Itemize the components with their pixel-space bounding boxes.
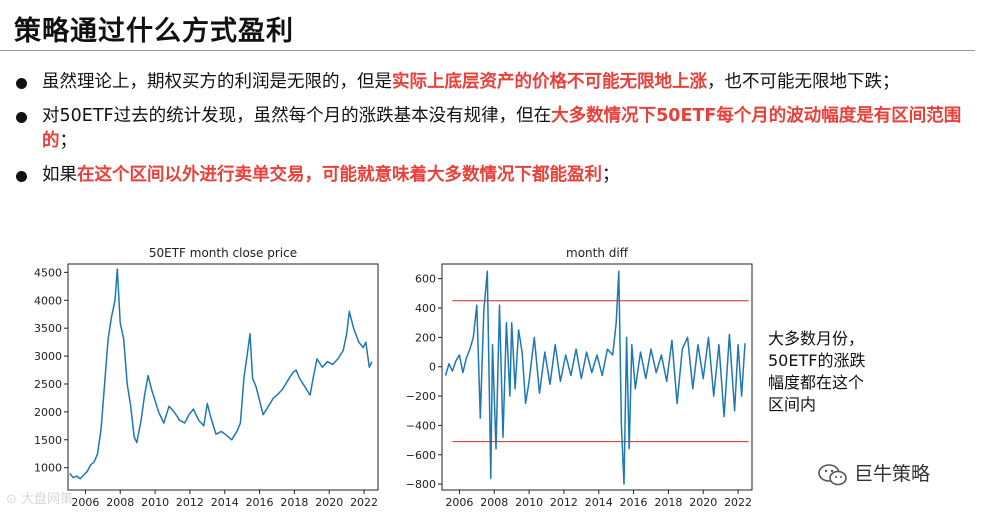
annotation-line: 大多数月份， — [768, 329, 865, 348]
bullet-item-1: 虽然理论上，期权买方的利润是无限的，但是实际上底层资产的价格不可能无限地上涨，也… — [16, 70, 966, 95]
watermark-text: 大盘网策 — [21, 492, 74, 507]
bullet-text: ，也不可能无限地下跌； — [707, 72, 900, 92]
annotation-line: 50ETF的涨跌 — [768, 351, 866, 370]
bullet-highlight: 实际上底层资产的价格不可能无限地上涨 — [392, 72, 707, 92]
x-tick-label: 2018 — [280, 496, 308, 509]
bullet-item-3: 如果在这个区间以外进行卖单交易，可能就意味着大多数情况下都能盈利； — [16, 163, 966, 188]
y-tick-label: 4000 — [34, 294, 62, 307]
y-tick-label: −600 — [406, 449, 436, 462]
plot-frame — [441, 263, 753, 491]
page-title: 策略通过什么方式盈利 — [14, 16, 294, 47]
wechat-icon — [818, 463, 847, 485]
chart-title: month diff — [566, 246, 629, 260]
bullet-dot-icon — [16, 171, 27, 182]
y-tick-label: 1500 — [34, 434, 62, 447]
bullet-highlight: 在这个区间以外进行卖单交易，可能就意味着大多数情况下都能盈利 — [77, 165, 602, 185]
y-tick-label: 400 — [415, 302, 436, 315]
y-tick-label: 3500 — [34, 322, 62, 335]
annotation-line: 幅度都在这个 — [768, 373, 865, 392]
y-tick-label: 1000 — [34, 462, 62, 475]
x-tick-label: 2012 — [550, 496, 578, 509]
chart-annotation: 大多数月份， 50ETF的涨跌 幅度都在这个 区间内 — [768, 328, 865, 416]
diff-chart: month diff 2006 2008 2010 2012 2014 2016 2018 20… — [406, 246, 753, 509]
y-tick-label: 0 — [429, 361, 436, 374]
brand-logo: 巨牛策略 — [818, 459, 930, 487]
y-tick-label: −800 — [406, 478, 436, 491]
y-tick-label: 2000 — [34, 406, 62, 419]
x-tick-label: 2010 — [515, 496, 543, 509]
bullet-dot-icon — [16, 112, 27, 123]
y-tick-label: 600 — [415, 273, 436, 286]
bullet-dot-icon — [16, 78, 27, 89]
title-divider — [0, 50, 975, 51]
bullet-highlight: 大多数情况下50ETF每个月的波动幅度是有区间范围的 — [42, 106, 962, 151]
bullet-text: 虽然理论上，期权买方的利润是无限的，但是 — [42, 72, 392, 92]
bullet-text: 对50ETF过去的统计发现，虽然每个月的涨跌基本没有规律，但在 — [42, 106, 552, 126]
x-tick-label: 2006 — [445, 496, 473, 509]
x-tick-label: 2006 — [71, 496, 99, 509]
bullet-text: 如果 — [42, 165, 77, 185]
x-tick-label: 2012 — [176, 496, 204, 509]
price-chart: 50ETF month close price 2006 2008 2010 2012 2… — [34, 246, 379, 509]
series-line — [444, 270, 746, 485]
x-tick-label: 2020 — [315, 496, 343, 509]
x-tick-label: 2016 — [620, 496, 648, 509]
x-tick-label: 2014 — [211, 496, 239, 509]
bullet-text: ； — [602, 165, 620, 185]
brand-name: 巨牛策略 — [854, 463, 931, 485]
x-tick-label: 2022 — [350, 496, 378, 509]
y-tick-label: 2500 — [34, 378, 62, 391]
x-tick-label: 2010 — [141, 496, 169, 509]
x-tick-label: 2022 — [724, 496, 752, 509]
annotation-line: 区间内 — [768, 395, 817, 414]
y-tick-label: 3000 — [34, 350, 62, 363]
bullet-text: ； — [59, 131, 78, 151]
y-tick-label: −400 — [406, 419, 436, 432]
x-tick-label: 2016 — [246, 496, 274, 509]
bullet-item-2: 对50ETF过去的统计发现，虽然每个月的涨跌基本没有规律，但在大多数情况下50E… — [16, 104, 966, 154]
x-tick-label: 2020 — [689, 496, 717, 509]
x-tick-label: 2018 — [654, 496, 682, 509]
x-tick-label: 2014 — [585, 496, 613, 509]
watermark: ⊙ 大盘网策 — [6, 492, 74, 507]
y-tick-label: 200 — [415, 331, 436, 344]
plot-frame — [67, 263, 379, 491]
y-tick-label: 4500 — [34, 266, 62, 279]
series-line — [69, 268, 373, 480]
chart-title: 50ETF month close price — [149, 246, 297, 260]
x-tick-label: 2008 — [480, 496, 508, 509]
x-tick-label: 2008 — [106, 496, 134, 509]
y-tick-label: −200 — [406, 390, 436, 403]
bullet-list: 虽然理论上，期权买方的利润是无限的，但是实际上底层资产的价格不可能无限地上涨，也… — [16, 70, 966, 197]
